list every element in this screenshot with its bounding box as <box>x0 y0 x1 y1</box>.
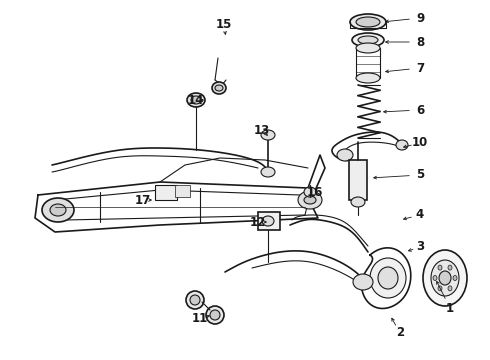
Ellipse shape <box>190 295 200 305</box>
Ellipse shape <box>431 260 459 296</box>
Ellipse shape <box>353 274 373 290</box>
Ellipse shape <box>304 196 316 204</box>
Text: 10: 10 <box>412 136 428 149</box>
Ellipse shape <box>448 265 452 270</box>
Ellipse shape <box>448 286 452 291</box>
Ellipse shape <box>358 36 378 44</box>
Bar <box>155 185 177 200</box>
Bar <box>175 185 190 197</box>
Ellipse shape <box>351 197 365 207</box>
Ellipse shape <box>350 14 386 30</box>
Ellipse shape <box>438 286 442 291</box>
Text: 1: 1 <box>446 302 454 315</box>
Ellipse shape <box>356 43 380 53</box>
Ellipse shape <box>438 265 442 270</box>
Ellipse shape <box>206 306 224 324</box>
Text: 6: 6 <box>416 104 424 117</box>
Text: 17: 17 <box>135 194 151 207</box>
Bar <box>258 212 280 230</box>
Text: 9: 9 <box>416 12 424 24</box>
Ellipse shape <box>396 140 408 150</box>
Ellipse shape <box>304 187 316 197</box>
Ellipse shape <box>42 198 74 222</box>
Ellipse shape <box>186 291 204 309</box>
Ellipse shape <box>433 275 437 280</box>
Ellipse shape <box>356 73 380 83</box>
Ellipse shape <box>187 93 205 107</box>
Ellipse shape <box>439 271 451 285</box>
Text: 12: 12 <box>250 216 266 229</box>
Ellipse shape <box>210 310 220 320</box>
Text: 3: 3 <box>416 240 424 253</box>
Ellipse shape <box>215 85 223 91</box>
Ellipse shape <box>453 275 457 280</box>
Text: 8: 8 <box>416 36 424 49</box>
Ellipse shape <box>191 96 201 104</box>
Ellipse shape <box>298 191 322 209</box>
Ellipse shape <box>50 204 66 216</box>
Text: 15: 15 <box>216 18 232 31</box>
Text: 14: 14 <box>188 94 204 107</box>
Text: 4: 4 <box>416 208 424 221</box>
Ellipse shape <box>261 167 275 177</box>
Ellipse shape <box>423 250 467 306</box>
Ellipse shape <box>261 130 275 140</box>
Text: 7: 7 <box>416 62 424 75</box>
Ellipse shape <box>378 267 398 289</box>
Text: 16: 16 <box>307 185 323 198</box>
Text: 5: 5 <box>416 168 424 181</box>
Text: 11: 11 <box>192 311 208 324</box>
Bar <box>349 160 367 200</box>
Ellipse shape <box>370 258 406 298</box>
Ellipse shape <box>356 17 380 27</box>
Ellipse shape <box>352 33 384 47</box>
Text: 2: 2 <box>396 327 404 339</box>
Ellipse shape <box>262 216 274 226</box>
Text: 13: 13 <box>254 123 270 136</box>
Ellipse shape <box>212 82 226 94</box>
Ellipse shape <box>337 149 353 161</box>
